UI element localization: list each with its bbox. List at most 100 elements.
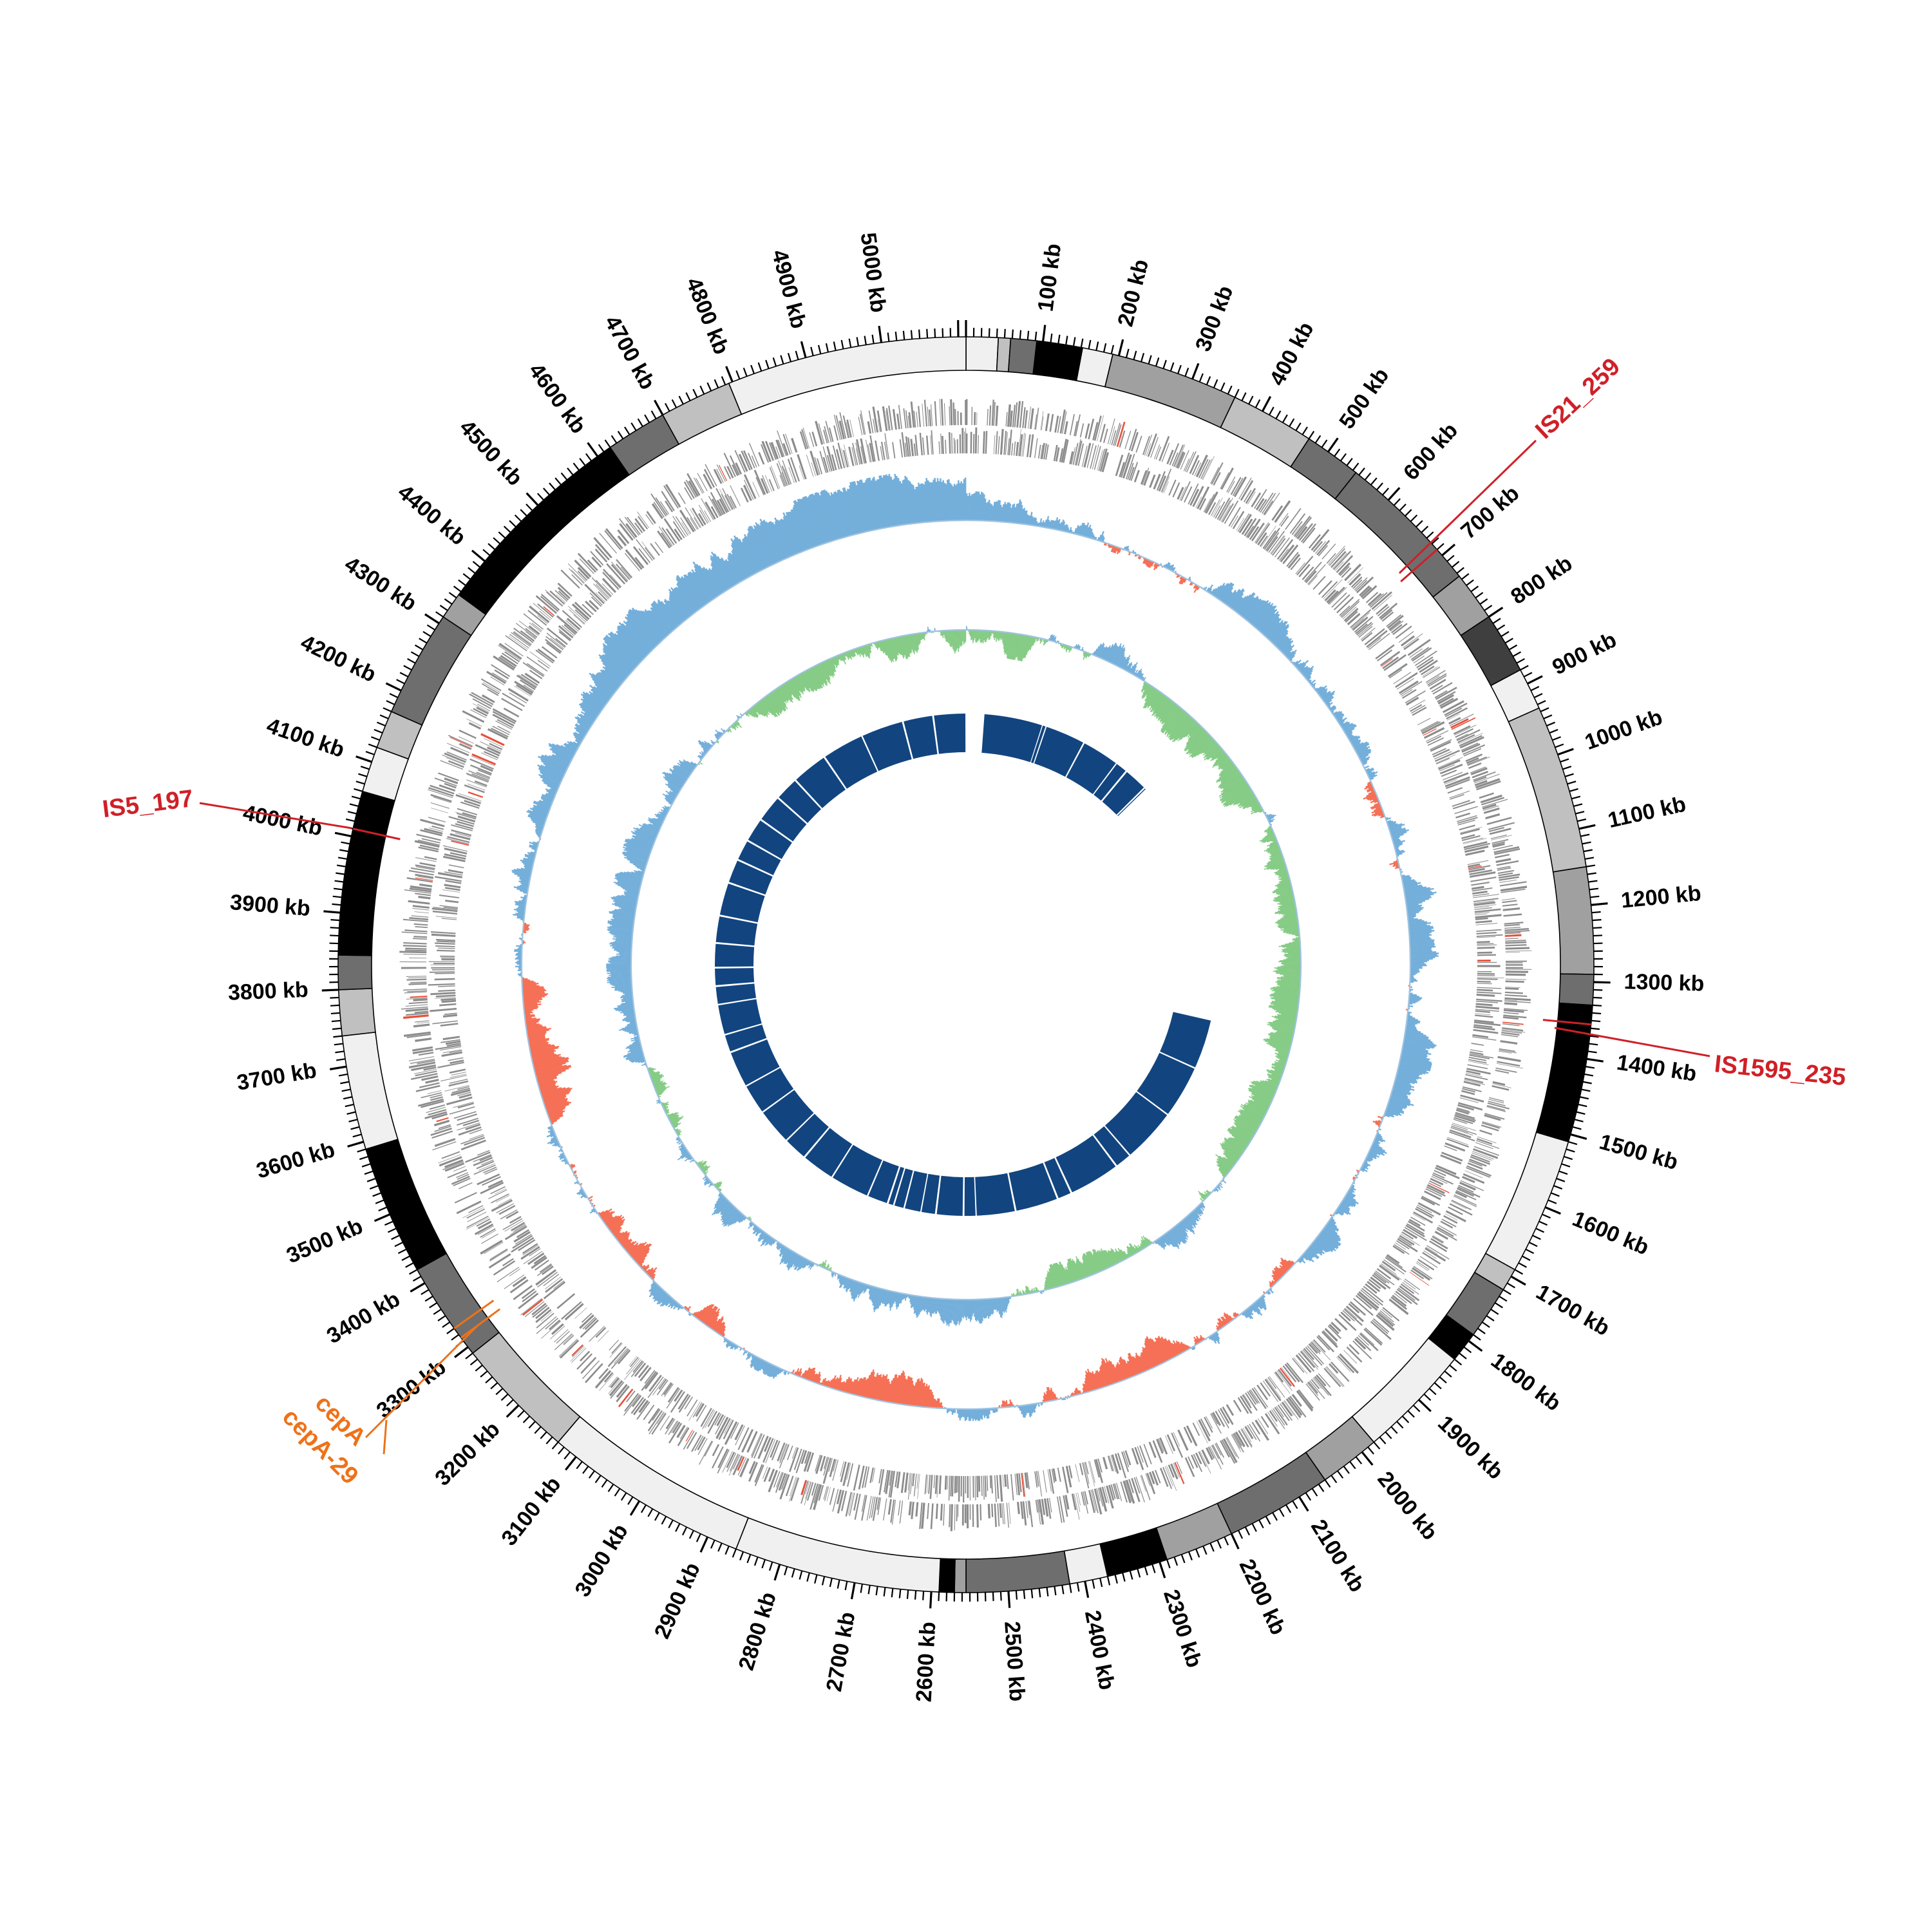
cds-feature bbox=[504, 1226, 527, 1240]
cds-feature bbox=[1261, 526, 1276, 547]
cds-feature bbox=[905, 410, 909, 428]
gc-skew-positive-bar bbox=[1318, 688, 1326, 695]
gc-skew-positive-bar bbox=[1407, 911, 1419, 914]
cds-feature bbox=[1472, 887, 1493, 892]
cds-feature bbox=[1505, 964, 1523, 966]
gc-skew-positive-bar bbox=[1394, 1080, 1412, 1086]
cds-feature bbox=[1459, 1181, 1476, 1191]
gc-skew-positive-bar bbox=[676, 576, 701, 609]
contig-block bbox=[337, 988, 376, 1037]
gc-skew-positive-bar bbox=[871, 478, 884, 529]
cds-feature bbox=[1392, 1294, 1407, 1307]
cds-feature bbox=[511, 1222, 526, 1232]
major-tick bbox=[1191, 363, 1200, 380]
cds-feature bbox=[444, 884, 461, 889]
cds-feature bbox=[770, 442, 779, 460]
cds-feature bbox=[574, 601, 592, 618]
gc-skew-positive-bar bbox=[1398, 1064, 1427, 1072]
gc-skew-negative-bar bbox=[1089, 1372, 1096, 1390]
cds-feature bbox=[1156, 471, 1166, 491]
gc-skew-positive-bar bbox=[520, 879, 530, 883]
cds-feature bbox=[940, 1504, 943, 1521]
minor-tick bbox=[1337, 1470, 1344, 1479]
cds-feature bbox=[768, 1468, 775, 1482]
cds-feature bbox=[447, 1169, 468, 1179]
gc-skew-positive-bar bbox=[1406, 1019, 1421, 1023]
gc-skew-negative-bar bbox=[897, 1370, 904, 1405]
gc-skew-negative-bar bbox=[1143, 1347, 1155, 1368]
gc-skew-positive-bar bbox=[518, 900, 527, 903]
cds-feature bbox=[1476, 998, 1502, 1002]
cds-feature bbox=[1308, 575, 1318, 585]
minor-tick bbox=[386, 700, 395, 705]
gc-skew-positive-bar bbox=[536, 828, 543, 831]
gc-skew-positive-bar bbox=[1267, 621, 1284, 639]
cds-feature bbox=[971, 406, 973, 426]
cds-feature bbox=[1020, 1501, 1024, 1519]
cds-feature bbox=[1112, 1483, 1119, 1499]
gc-skew-positive-bar bbox=[1226, 591, 1237, 605]
cds-feature bbox=[868, 410, 874, 433]
cds-feature bbox=[1492, 838, 1509, 844]
gc-skew-positive-bar bbox=[556, 744, 575, 755]
gc-skew-negative-bar bbox=[627, 1244, 638, 1254]
cds-feature bbox=[813, 1484, 822, 1510]
cds-feature bbox=[564, 1303, 584, 1321]
gc-skew-positive-bar bbox=[603, 647, 632, 673]
gc-skew-positive-bar bbox=[1315, 1238, 1333, 1253]
gc-skew-negative-bar bbox=[542, 1090, 571, 1101]
gc-skew-positive-bar bbox=[922, 483, 927, 522]
cds-feature bbox=[1212, 1412, 1221, 1426]
cds-feature bbox=[1022, 433, 1026, 457]
gc-skew-negative-bar bbox=[1373, 811, 1384, 817]
gc-skew-negative-bar bbox=[1054, 1393, 1057, 1400]
gc-skew-positive-bar bbox=[516, 956, 522, 959]
cds-feature bbox=[421, 1100, 444, 1108]
cds-feature bbox=[495, 720, 513, 730]
minor-tick bbox=[1582, 1081, 1592, 1084]
cds-feature bbox=[1425, 670, 1446, 683]
cds-feature bbox=[790, 457, 800, 482]
gc-skew-positive-bar bbox=[595, 674, 617, 692]
gc-skew-positive-bar bbox=[1260, 1296, 1265, 1302]
cds-feature bbox=[491, 727, 509, 738]
cds-feature bbox=[1318, 1373, 1331, 1388]
cds-feature bbox=[654, 542, 664, 553]
cds-feature bbox=[1473, 1026, 1495, 1031]
cds-feature bbox=[832, 1489, 839, 1512]
cds-feature bbox=[1474, 907, 1493, 911]
cds-feature bbox=[433, 907, 458, 911]
gc-skew-negative-bar bbox=[862, 1378, 869, 1397]
cds-feature bbox=[457, 820, 474, 828]
cds-feature bbox=[1099, 448, 1108, 472]
minor-tick bbox=[1553, 1185, 1563, 1190]
gc-skew-positive-bar bbox=[550, 1133, 556, 1138]
cds-feature bbox=[494, 669, 509, 679]
cds-feature bbox=[965, 428, 966, 454]
minor-tick bbox=[1592, 1012, 1602, 1015]
cds-feature bbox=[661, 527, 675, 545]
gc-skew-positive-bar bbox=[1034, 1403, 1037, 1409]
gc-skew-positive-bar bbox=[887, 475, 897, 526]
minor-tick bbox=[650, 410, 657, 419]
gc-skew-positive-bar bbox=[574, 726, 587, 735]
cds-feature bbox=[1231, 1434, 1241, 1449]
cds-feature bbox=[430, 992, 456, 996]
cds-feature bbox=[972, 1475, 974, 1498]
major-tick bbox=[565, 1456, 577, 1471]
gc-skew-negative-bar bbox=[602, 1214, 613, 1222]
cds-feature bbox=[1505, 941, 1527, 944]
cds-feature bbox=[1499, 1048, 1516, 1052]
cds-feature bbox=[956, 1475, 958, 1493]
cds-feature bbox=[557, 582, 573, 597]
cds-feature bbox=[1301, 523, 1316, 543]
cds-feature bbox=[626, 1358, 640, 1375]
cds-feature bbox=[601, 578, 617, 593]
cds-feature bbox=[674, 1389, 683, 1402]
minor-tick bbox=[1202, 1546, 1208, 1555]
cds-feature bbox=[966, 433, 968, 454]
cds-feature bbox=[1504, 994, 1528, 998]
cds-feature bbox=[439, 1156, 462, 1167]
cds-feature bbox=[1429, 1240, 1448, 1253]
gc-skew-negative-bar bbox=[1118, 547, 1122, 553]
